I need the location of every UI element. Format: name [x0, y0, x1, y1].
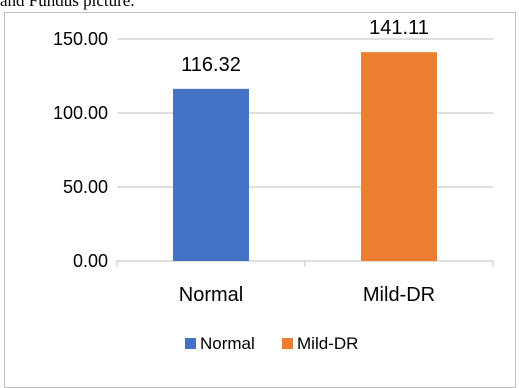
- bar-mild-dr: [361, 52, 437, 262]
- y-tick-label-2: 100.00: [53, 103, 108, 123]
- figure-caption: and Fundus picture.: [0, 0, 135, 10]
- y-tick-label-0: 0.00: [73, 251, 108, 271]
- x-category-label-mild-dr: Mild-DR: [363, 284, 435, 306]
- y-tick-label-1: 50.00: [63, 177, 108, 197]
- x-category-label-normal: Normal: [179, 284, 243, 306]
- bar-normal: [173, 88, 249, 261]
- legend-swatch-mild-dr: [282, 338, 293, 349]
- data-label-mild-dr: 141.11: [369, 17, 429, 39]
- y-tick-label-3: 150.00: [53, 29, 108, 49]
- legend-swatch-normal: [185, 338, 196, 349]
- legend-label-mild-dr: Mild-DR: [297, 334, 358, 353]
- legend-label-normal: Normal: [200, 334, 255, 353]
- data-label-normal: 116.32: [181, 54, 241, 76]
